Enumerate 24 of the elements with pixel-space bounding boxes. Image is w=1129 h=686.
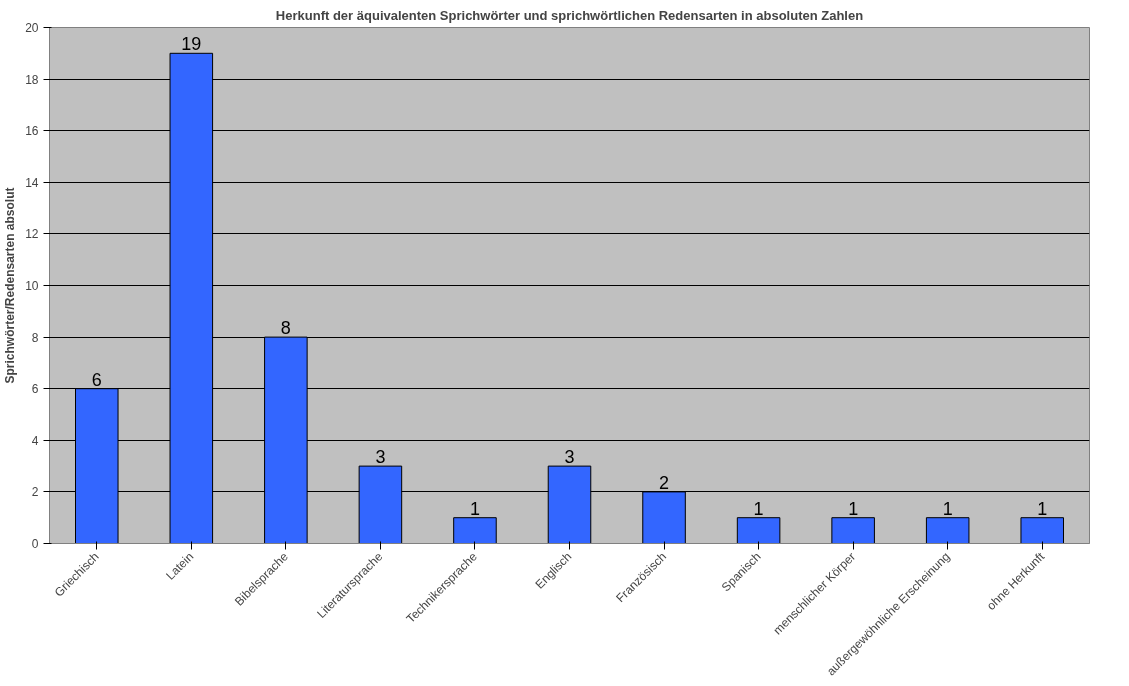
y-tick-label: 18	[25, 72, 39, 87]
y-tick-label: 2	[31, 485, 39, 500]
data-label: 8	[280, 318, 291, 339]
data-label: 1	[1037, 498, 1048, 519]
y-tick-label: 10	[25, 279, 39, 293]
y-tick-label: 6	[31, 382, 39, 397]
data-label: 3	[564, 447, 575, 468]
y-tick-label: 20	[25, 21, 39, 35]
y-tick-label: 0	[31, 537, 39, 551]
y-tick-label: 8	[31, 330, 39, 345]
data-label: 19	[181, 34, 202, 55]
data-label: 3	[375, 447, 386, 468]
data-label: 1	[753, 498, 764, 519]
chart-title: Herkunft der äquivalenten Sprichwörter und sprichwörtlichen Redensarten in absoluten Zahlen	[275, 7, 864, 23]
y-axis-title: Sprichwörter/Redensarten absolut	[3, 187, 18, 384]
data-label: 2	[659, 472, 670, 493]
data-label: 1	[848, 498, 859, 519]
y-tick-label: 16	[25, 124, 39, 139]
data-label: 6	[91, 369, 102, 390]
y-tick-label: 14	[25, 175, 39, 190]
data-label: 1	[469, 498, 480, 519]
y-tick-label: 4	[31, 433, 39, 448]
y-tick-label: 12	[25, 227, 39, 242]
data-label: 1	[942, 498, 953, 519]
